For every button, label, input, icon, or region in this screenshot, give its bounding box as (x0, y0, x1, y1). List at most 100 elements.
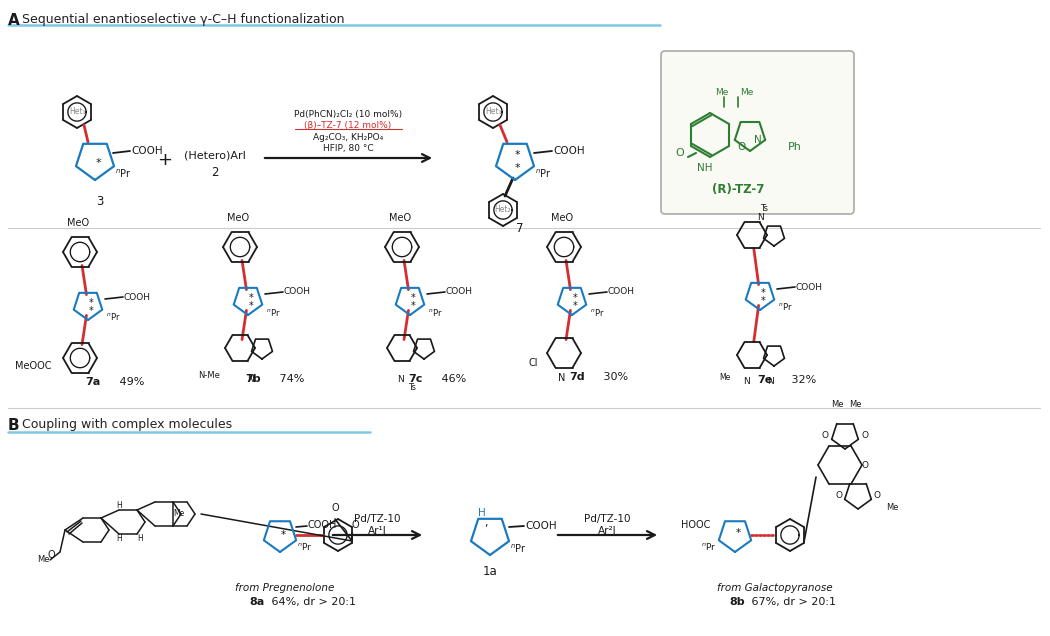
Text: 7a: 7a (85, 377, 101, 387)
Text: *: * (760, 296, 765, 306)
Text: from Pregnenolone: from Pregnenolone (235, 583, 335, 593)
Polygon shape (234, 288, 262, 315)
Polygon shape (471, 519, 509, 555)
Text: N: N (247, 375, 253, 384)
Text: Me: Me (715, 88, 728, 97)
Text: *: * (514, 163, 520, 173)
Text: $^n$Pr: $^n$Pr (778, 301, 793, 312)
Text: *: * (572, 301, 578, 311)
Text: *: * (88, 306, 93, 316)
Text: COOH: COOH (446, 287, 472, 296)
Text: Ar²I: Ar²I (597, 526, 616, 536)
Text: O: O (835, 490, 842, 499)
Text: Cl: Cl (528, 358, 538, 368)
Text: N: N (754, 135, 762, 145)
Text: Me: Me (886, 502, 899, 511)
Text: MeO: MeO (388, 213, 411, 223)
Polygon shape (496, 144, 534, 180)
Text: O: O (331, 503, 339, 513)
Text: Me: Me (173, 509, 184, 518)
Text: COOH: COOH (284, 287, 311, 296)
FancyBboxPatch shape (662, 51, 854, 214)
Text: 7c: 7c (407, 374, 422, 384)
Text: *: * (514, 150, 520, 160)
Text: Ts: Ts (760, 204, 768, 213)
Text: COOH: COOH (131, 146, 163, 156)
Text: HOOC: HOOC (680, 520, 710, 530)
Text: *: * (249, 293, 253, 303)
Text: $^n$Pr: $^n$Pr (106, 312, 121, 322)
Text: COOH: COOH (796, 282, 823, 291)
Text: Coupling with complex molecules: Coupling with complex molecules (22, 418, 232, 431)
Text: N: N (743, 377, 751, 386)
Polygon shape (74, 293, 102, 320)
Text: (R)-TZ-7: (R)-TZ-7 (712, 183, 764, 196)
Text: O: O (822, 431, 830, 439)
Text: H: H (136, 534, 143, 543)
Text: Ts: Ts (408, 383, 416, 392)
Text: 32%: 32% (788, 375, 816, 385)
Text: 8a: 8a (250, 597, 265, 607)
Text: Me: Me (719, 373, 730, 382)
Text: (β)–TZ-7 (12 mol%): (β)–TZ-7 (12 mol%) (304, 121, 392, 130)
Text: Sequential enantioselective γ-C–H functionalization: Sequential enantioselective γ-C–H functi… (22, 13, 344, 26)
Text: $^n$Pr: $^n$Pr (428, 307, 442, 317)
Text: Pd/TZ-10: Pd/TZ-10 (584, 514, 630, 524)
Text: O: O (47, 550, 55, 560)
Polygon shape (746, 283, 774, 310)
Text: $^n$Pr: $^n$Pr (590, 307, 605, 317)
Text: MeO: MeO (67, 218, 89, 228)
Text: $^n$Pr: $^n$Pr (297, 541, 313, 553)
Text: 30%: 30% (600, 372, 628, 382)
Text: *: * (572, 293, 578, 303)
Text: Het₁: Het₁ (485, 107, 501, 116)
Text: *: * (735, 528, 740, 538)
Text: *: * (96, 158, 101, 168)
Text: *: * (411, 293, 416, 303)
Text: $^n$Pr: $^n$Pr (116, 168, 131, 180)
Text: 7: 7 (517, 222, 524, 235)
Text: N: N (757, 213, 763, 222)
Text: Ph: Ph (788, 142, 802, 152)
Text: B: B (8, 418, 20, 433)
Text: Pd(PhCN)₂Cl₂ (10 mol%): Pd(PhCN)₂Cl₂ (10 mol%) (294, 109, 402, 118)
Polygon shape (396, 288, 424, 315)
Text: Me: Me (831, 400, 843, 409)
Text: O: O (352, 520, 359, 530)
Text: *: * (249, 301, 253, 311)
Text: COOH: COOH (608, 287, 635, 296)
Text: O: O (861, 431, 868, 439)
Text: 7e: 7e (757, 375, 773, 385)
Polygon shape (76, 144, 114, 180)
Text: COOH: COOH (124, 293, 151, 301)
Text: H: H (478, 508, 486, 518)
Text: NH: NH (697, 163, 713, 173)
Text: (Hetero)ArI: (Hetero)ArI (184, 150, 246, 160)
Text: 74%: 74% (276, 374, 304, 384)
Text: ,: , (484, 518, 488, 528)
Text: 46%: 46% (438, 374, 466, 384)
Text: H: H (117, 534, 122, 543)
Text: COOH: COOH (308, 520, 337, 530)
Text: O: O (675, 148, 685, 158)
Text: 49%: 49% (116, 377, 145, 387)
Text: 3: 3 (97, 195, 104, 208)
Text: 67%, dr > 20:1: 67%, dr > 20:1 (748, 597, 836, 607)
Text: Pd/TZ-10: Pd/TZ-10 (354, 514, 400, 524)
Text: Ag₂CO₃, KH₂PO₄: Ag₂CO₃, KH₂PO₄ (313, 132, 383, 141)
Polygon shape (264, 522, 296, 552)
Text: *: * (88, 298, 93, 308)
Text: from Galactopyranose: from Galactopyranose (717, 583, 833, 593)
Text: Het₂: Het₂ (495, 205, 511, 214)
Text: $^n$Pr: $^n$Pr (701, 541, 717, 553)
Polygon shape (719, 522, 751, 552)
Text: $^n$Pr: $^n$Pr (510, 543, 527, 555)
Text: O: O (862, 460, 869, 469)
Text: +: + (158, 151, 172, 169)
Text: Me: Me (740, 88, 754, 97)
Text: 64%, dr > 20:1: 64%, dr > 20:1 (268, 597, 356, 607)
Text: Het₁: Het₁ (68, 107, 85, 116)
Text: 7d: 7d (569, 372, 585, 382)
Polygon shape (558, 288, 586, 315)
Text: MeO: MeO (551, 213, 573, 223)
